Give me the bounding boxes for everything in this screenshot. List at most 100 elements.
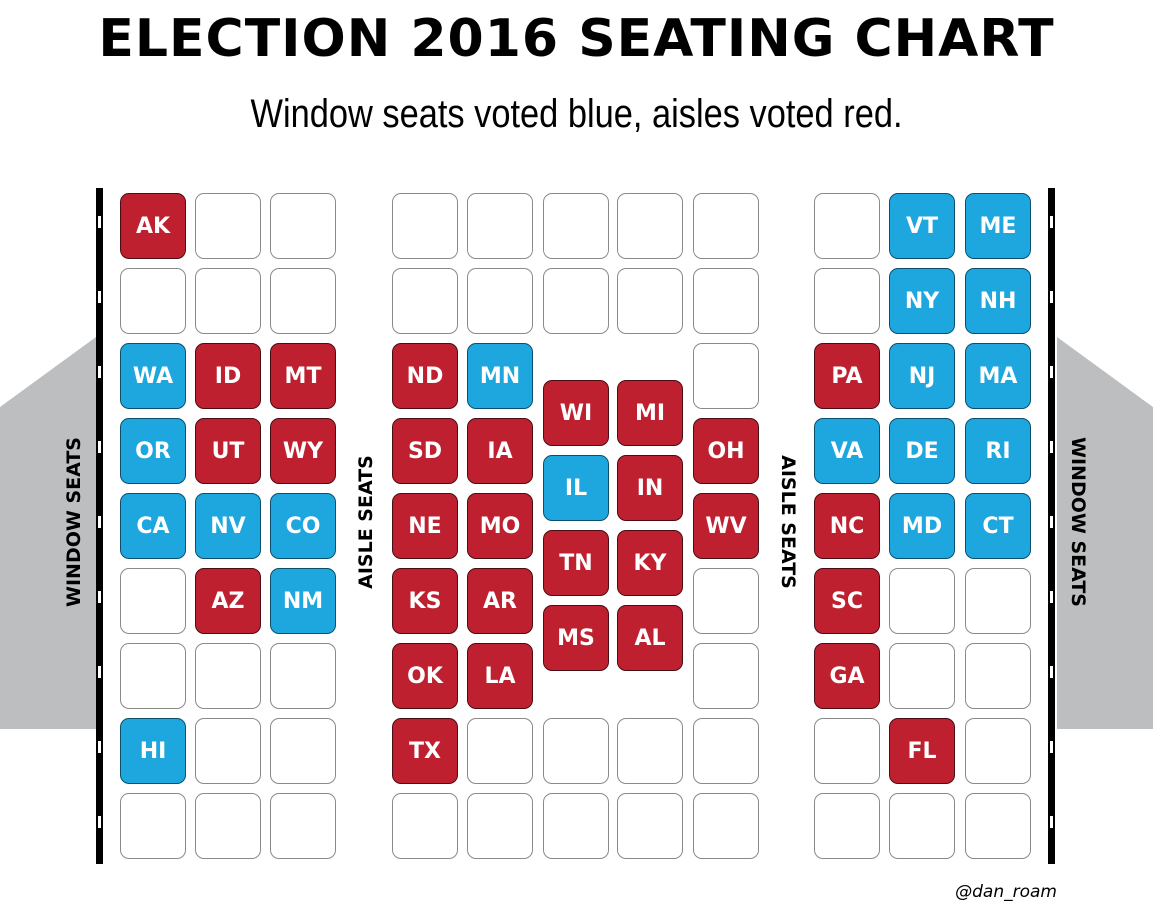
seat-nj: NJ — [889, 343, 955, 409]
seat-sc: SC — [814, 568, 880, 634]
seat-wy: WY — [270, 418, 336, 484]
seat-empty — [814, 268, 880, 334]
seat-tx: TX — [392, 718, 458, 784]
seat-empty — [617, 793, 683, 859]
seat-empty — [693, 643, 759, 709]
wall-notch — [1050, 216, 1053, 228]
seat-oh: OH — [693, 418, 759, 484]
wall-notch — [98, 216, 101, 228]
seat-empty — [120, 793, 186, 859]
seat-ri: RI — [965, 418, 1031, 484]
seat-al: AL — [617, 605, 683, 671]
seat-md: MD — [889, 493, 955, 559]
left-wing — [0, 337, 96, 729]
seat-mn: MN — [467, 343, 533, 409]
seat-empty — [965, 793, 1031, 859]
seat-wi: WI — [543, 380, 609, 446]
aisle-seats-label-left: AISLE SEATS — [355, 455, 377, 589]
seat-ar: AR — [467, 568, 533, 634]
seat-ny: NY — [889, 268, 955, 334]
wall-notch — [98, 741, 101, 753]
seat-or: OR — [120, 418, 186, 484]
seat-nd: ND — [392, 343, 458, 409]
seat-empty — [195, 268, 261, 334]
seat-empty — [195, 193, 261, 259]
seat-nv: NV — [195, 493, 261, 559]
seat-empty — [543, 193, 609, 259]
wall-notch — [98, 591, 101, 603]
seat-empty — [693, 793, 759, 859]
wall-notch — [1050, 591, 1053, 603]
seat-ga: GA — [814, 643, 880, 709]
seat-de: DE — [889, 418, 955, 484]
seat-empty — [270, 643, 336, 709]
seat-empty — [467, 268, 533, 334]
wall-notch — [98, 291, 101, 303]
seat-ia: IA — [467, 418, 533, 484]
seat-ct: CT — [965, 493, 1031, 559]
seat-pa: PA — [814, 343, 880, 409]
seat-empty — [392, 793, 458, 859]
seat-empty — [195, 718, 261, 784]
wall-notch — [1050, 816, 1053, 828]
seat-empty — [120, 643, 186, 709]
seat-empty — [392, 268, 458, 334]
seat-empty — [889, 568, 955, 634]
author-credit: @dan_roam — [955, 882, 1057, 902]
seat-la: LA — [467, 643, 533, 709]
seat-empty — [120, 268, 186, 334]
seat-empty — [617, 718, 683, 784]
seat-empty — [467, 193, 533, 259]
seat-mt: MT — [270, 343, 336, 409]
seat-empty — [270, 193, 336, 259]
seat-me: ME — [965, 193, 1031, 259]
seat-mi: MI — [617, 380, 683, 446]
wall-notch — [1050, 366, 1053, 378]
seat-sd: SD — [392, 418, 458, 484]
seat-empty — [693, 268, 759, 334]
seat-wa: WA — [120, 343, 186, 409]
seat-empty — [543, 268, 609, 334]
seat-empty — [467, 718, 533, 784]
seat-tn: TN — [543, 530, 609, 596]
aisle-seats-label-right: AISLE SEATS — [777, 455, 799, 589]
seat-empty — [889, 643, 955, 709]
seat-az: AZ — [195, 568, 261, 634]
seat-empty — [965, 568, 1031, 634]
window-seats-label-right: WINDOW SEATS — [1067, 437, 1089, 607]
seat-empty — [270, 793, 336, 859]
seat-ms: MS — [543, 605, 609, 671]
seat-ne: NE — [392, 493, 458, 559]
seat-empty — [543, 793, 609, 859]
seat-id: ID — [195, 343, 261, 409]
seat-empty — [467, 793, 533, 859]
wall-notch — [1050, 516, 1053, 528]
seat-empty — [965, 643, 1031, 709]
seat-hi: HI — [120, 718, 186, 784]
seat-mo: MO — [467, 493, 533, 559]
seat-nm: NM — [270, 568, 336, 634]
seat-ut: UT — [195, 418, 261, 484]
seat-il: IL — [543, 455, 609, 521]
wall-notch — [98, 816, 101, 828]
seat-empty — [392, 193, 458, 259]
seat-ok: OK — [392, 643, 458, 709]
seat-ky: KY — [617, 530, 683, 596]
seat-empty — [195, 793, 261, 859]
seat-empty — [693, 343, 759, 409]
seat-fl: FL — [889, 718, 955, 784]
seat-empty — [195, 643, 261, 709]
seat-empty — [693, 193, 759, 259]
seat-ca: CA — [120, 493, 186, 559]
seat-in: IN — [617, 455, 683, 521]
seat-empty — [120, 568, 186, 634]
seat-empty — [617, 268, 683, 334]
wall-notch — [98, 366, 101, 378]
seat-co: CO — [270, 493, 336, 559]
seat-empty — [543, 718, 609, 784]
seat-empty — [814, 193, 880, 259]
seat-ks: KS — [392, 568, 458, 634]
seat-va: VA — [814, 418, 880, 484]
seat-ma: MA — [965, 343, 1031, 409]
wall-notch — [98, 666, 101, 678]
